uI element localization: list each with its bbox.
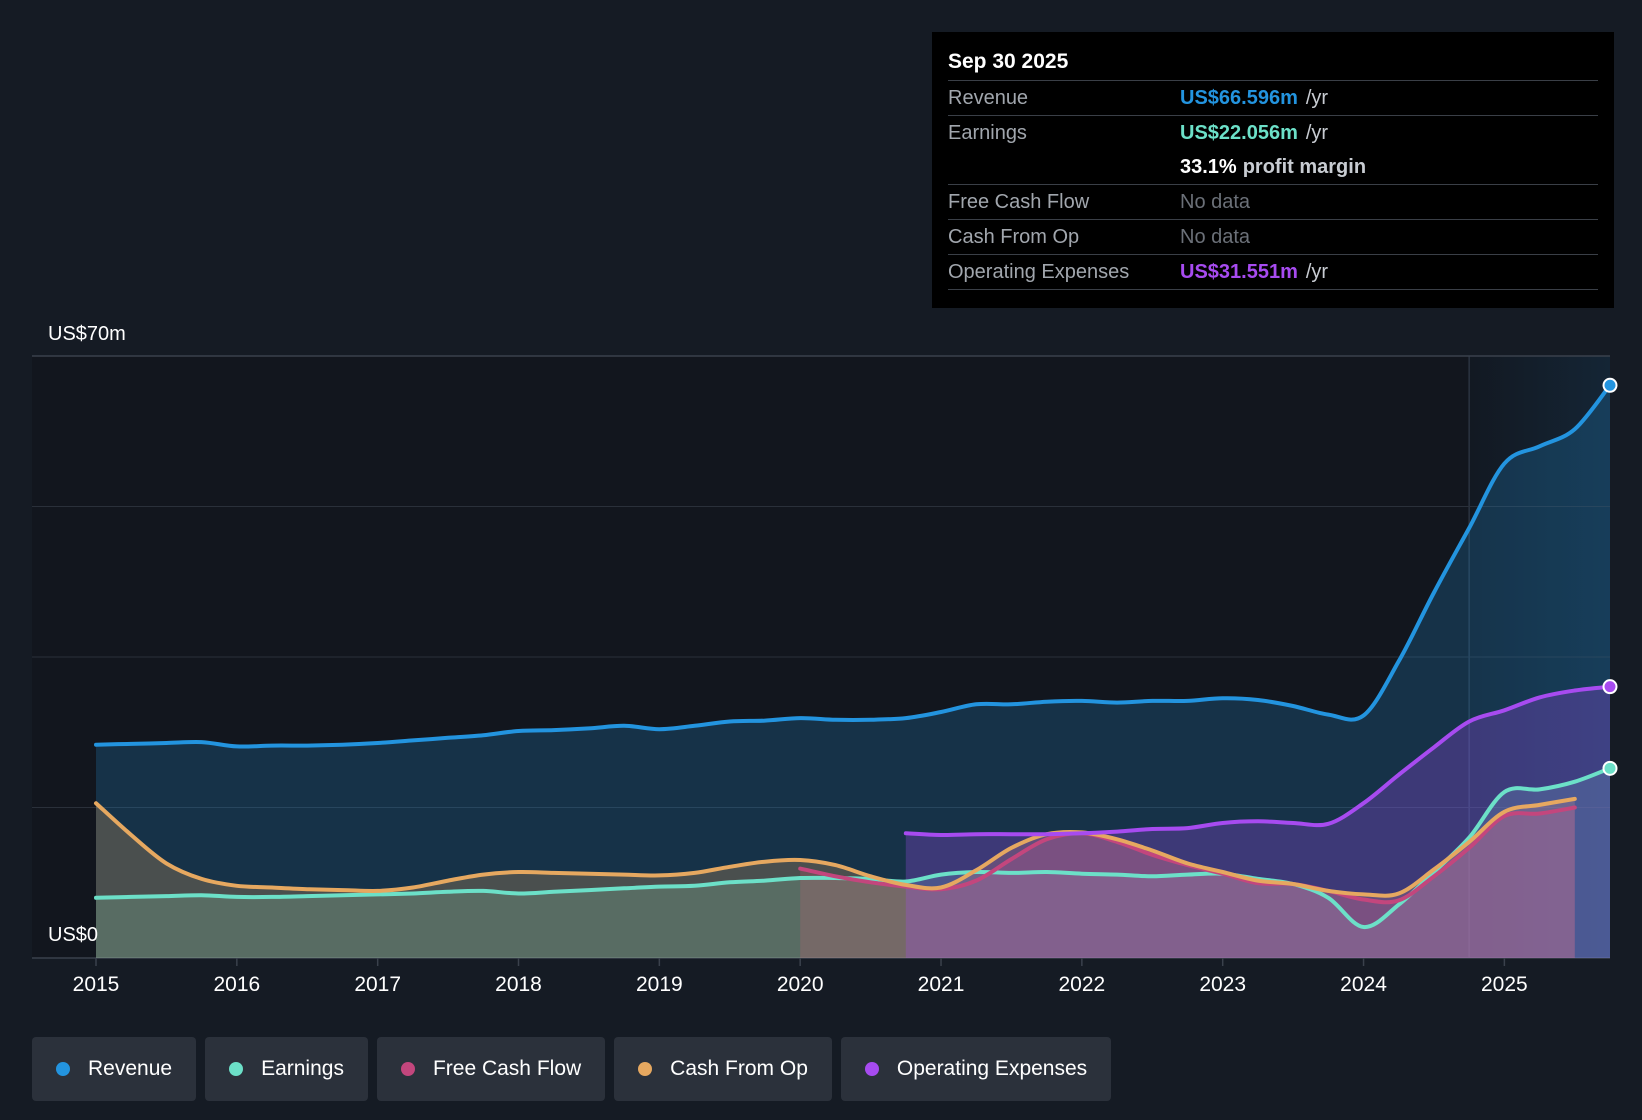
x-tick-label: 2018 (495, 973, 542, 996)
tooltip-label: Free Cash Flow (948, 190, 1090, 213)
tooltip-row-earnings: Earnings US$22.056m /yr (948, 116, 1598, 150)
tooltip-value: US$22.056m (1180, 121, 1298, 144)
x-tick-label: 2016 (213, 973, 260, 996)
tooltip-label: Revenue (948, 86, 1029, 109)
x-tick-label: 2015 (73, 973, 120, 996)
tooltip-label: Earnings (948, 121, 1027, 144)
legend-item-earnings[interactable]: Earnings (205, 1037, 368, 1101)
end-point-earnings (1602, 760, 1618, 776)
tooltip-label: Operating Expenses (948, 260, 1130, 283)
legend-dot-icon (864, 1062, 879, 1076)
legend-label: Cash From Op (670, 1057, 808, 1080)
tooltip-no-data: No data (1180, 190, 1251, 213)
x-tick-label: 2020 (777, 973, 824, 996)
tooltip-label: Cash From Op (948, 225, 1080, 248)
line-cash-from-op (94, 796, 1577, 898)
profit-margin-value: 33.1% (1180, 155, 1237, 178)
tooltip-row-operating-expenses: Operating Expenses US$31.551m /yr (948, 255, 1598, 290)
x-tick-label: 2021 (918, 973, 965, 996)
y-axis-top-label: US$70m (48, 323, 126, 345)
tooltip-unit: /yr (1305, 86, 1329, 109)
line-operating-expenses (903, 684, 1612, 838)
x-tick-label: 2025 (1481, 973, 1528, 996)
line-revenue (94, 383, 1612, 749)
x-tick-label: 2022 (1059, 973, 1106, 996)
legend-label: Operating Expenses (896, 1057, 1088, 1080)
legend-dot-icon (400, 1062, 415, 1076)
legend-item-operating-expenses[interactable]: Operating Expenses (840, 1037, 1112, 1101)
tooltip-no-data: No data (1180, 225, 1251, 248)
x-tick-label: 2024 (1340, 973, 1387, 996)
tooltip-value: US$66.596m (1180, 86, 1298, 109)
legend-dot-icon (638, 1062, 653, 1076)
x-tick-label: 2023 (1199, 973, 1246, 996)
tooltip-date: Sep 30 2025 (948, 46, 1598, 81)
tooltip-row-cash-from-op: Cash From Op No data (948, 220, 1598, 255)
profit-margin-label: profit margin (1242, 155, 1367, 178)
legend-item-revenue[interactable]: Revenue (32, 1037, 197, 1101)
chart-canvas: 2015 2016 2017 2018 2019 2020 2021 2022 2023 2024… (32, 323, 1618, 996)
tooltip-row-free-cash-flow: Free Cash Flow No data (948, 185, 1598, 220)
tooltip-row-profit-margin: 33.1% profit margin (948, 150, 1598, 185)
y-axis-bottom-label: US$0 (48, 924, 98, 946)
tooltip-value: US$31.551m (1180, 260, 1298, 283)
tooltip-unit: /yr (1305, 121, 1329, 144)
tooltip-unit: /yr (1305, 260, 1329, 283)
tooltip-panel: Sep 30 2025 Revenue US$66.596m /yr Earni… (932, 32, 1614, 308)
x-tick-label: 2019 (636, 973, 683, 996)
legend-label: Revenue (88, 1057, 173, 1080)
end-point-revenue (1602, 377, 1618, 393)
legend-dot-icon (56, 1062, 70, 1076)
end-point-operating-expenses (1602, 679, 1618, 695)
legend: Revenue Earnings Free Cash Flow Cash Fro… (32, 1037, 1112, 1101)
area-revenue (96, 385, 1610, 958)
legend-dot-icon (229, 1062, 244, 1076)
legend-item-cash-from-op[interactable]: Cash From Op (614, 1037, 832, 1101)
x-tick-label: 2017 (354, 973, 401, 996)
legend-item-free-cash-flow[interactable]: Free Cash Flow (376, 1037, 606, 1101)
legend-label: Free Cash Flow (432, 1057, 582, 1080)
area-earnings (96, 768, 1610, 958)
tooltip-row-revenue: Revenue US$66.596m /yr (948, 81, 1598, 116)
legend-label: Earnings (261, 1057, 344, 1080)
